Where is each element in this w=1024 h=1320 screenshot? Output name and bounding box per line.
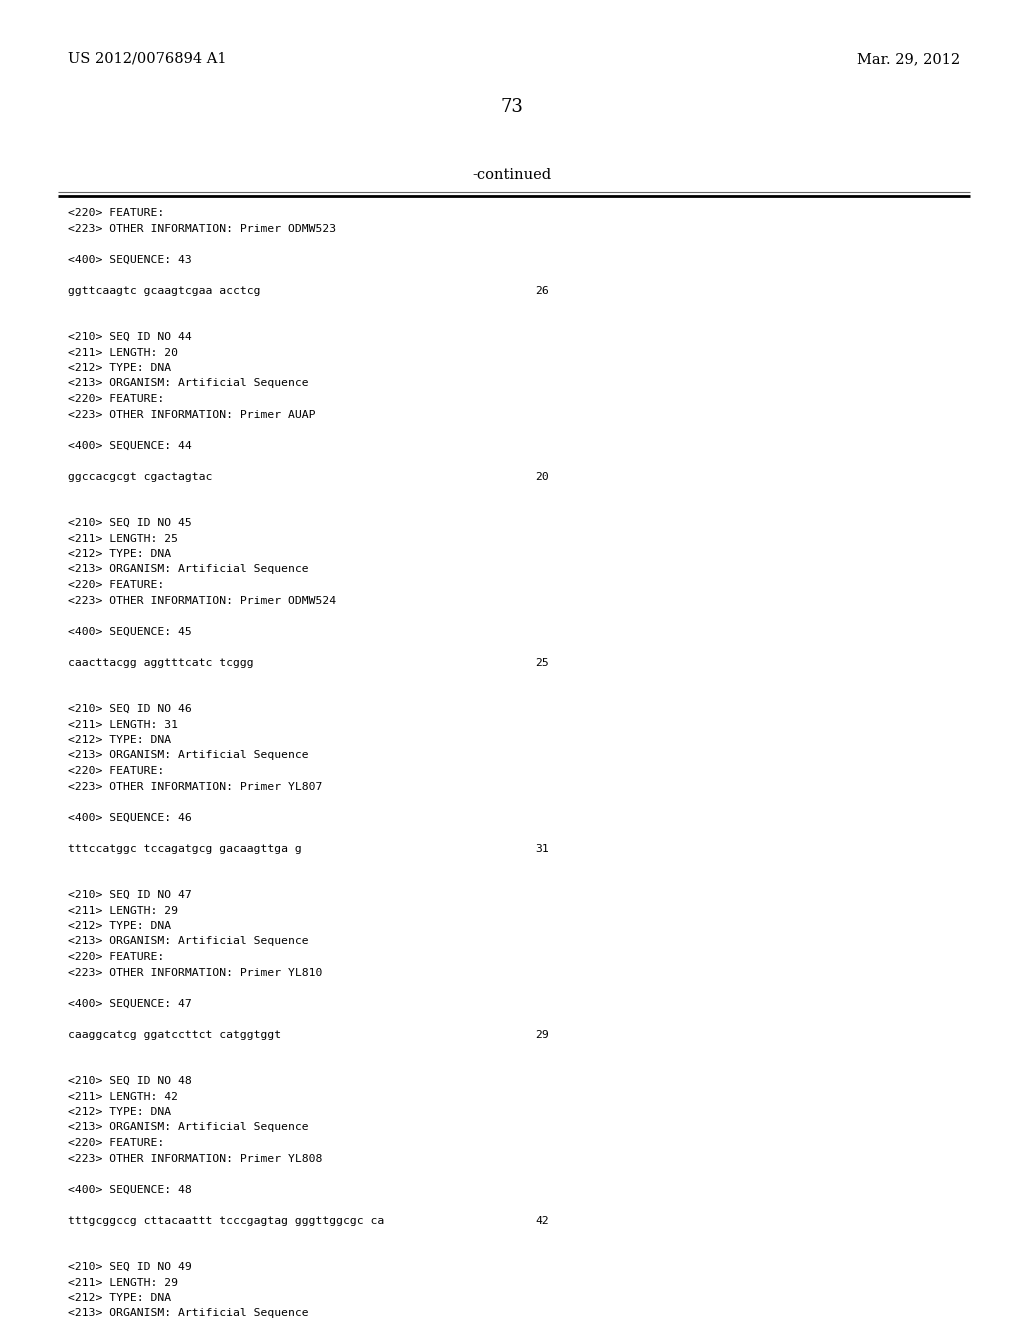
Text: <213> ORGANISM: Artificial Sequence: <213> ORGANISM: Artificial Sequence	[68, 1308, 308, 1319]
Text: <213> ORGANISM: Artificial Sequence: <213> ORGANISM: Artificial Sequence	[68, 936, 308, 946]
Text: <223> OTHER INFORMATION: Primer YL808: <223> OTHER INFORMATION: Primer YL808	[68, 1154, 323, 1163]
Text: 29: 29	[535, 1030, 549, 1040]
Text: <210> SEQ ID NO 49: <210> SEQ ID NO 49	[68, 1262, 191, 1272]
Text: <213> ORGANISM: Artificial Sequence: <213> ORGANISM: Artificial Sequence	[68, 751, 308, 760]
Text: <400> SEQUENCE: 44: <400> SEQUENCE: 44	[68, 441, 191, 450]
Text: <223> OTHER INFORMATION: Primer YL807: <223> OTHER INFORMATION: Primer YL807	[68, 781, 323, 792]
Text: 20: 20	[535, 471, 549, 482]
Text: 31: 31	[535, 843, 549, 854]
Text: <400> SEQUENCE: 46: <400> SEQUENCE: 46	[68, 813, 191, 822]
Text: 26: 26	[535, 285, 549, 296]
Text: <210> SEQ ID NO 48: <210> SEQ ID NO 48	[68, 1076, 191, 1086]
Text: <212> TYPE: DNA: <212> TYPE: DNA	[68, 921, 171, 931]
Text: <210> SEQ ID NO 44: <210> SEQ ID NO 44	[68, 333, 191, 342]
Text: <213> ORGANISM: Artificial Sequence: <213> ORGANISM: Artificial Sequence	[68, 1122, 308, 1133]
Text: <400> SEQUENCE: 43: <400> SEQUENCE: 43	[68, 255, 191, 264]
Text: 25: 25	[535, 657, 549, 668]
Text: <220> FEATURE:: <220> FEATURE:	[68, 1138, 164, 1148]
Text: <212> TYPE: DNA: <212> TYPE: DNA	[68, 1107, 171, 1117]
Text: <211> LENGTH: 20: <211> LENGTH: 20	[68, 347, 178, 358]
Text: <211> LENGTH: 42: <211> LENGTH: 42	[68, 1092, 178, 1101]
Text: <220> FEATURE:: <220> FEATURE:	[68, 209, 164, 218]
Text: <223> OTHER INFORMATION: Primer ODMW523: <223> OTHER INFORMATION: Primer ODMW523	[68, 223, 336, 234]
Text: <400> SEQUENCE: 48: <400> SEQUENCE: 48	[68, 1184, 191, 1195]
Text: 73: 73	[501, 98, 523, 116]
Text: <212> TYPE: DNA: <212> TYPE: DNA	[68, 549, 171, 558]
Text: US 2012/0076894 A1: US 2012/0076894 A1	[68, 51, 226, 66]
Text: Mar. 29, 2012: Mar. 29, 2012	[857, 51, 961, 66]
Text: <211> LENGTH: 25: <211> LENGTH: 25	[68, 533, 178, 544]
Text: ggccacgcgt cgactagtac: ggccacgcgt cgactagtac	[68, 471, 212, 482]
Text: <223> OTHER INFORMATION: Primer ODMW524: <223> OTHER INFORMATION: Primer ODMW524	[68, 595, 336, 606]
Text: <400> SEQUENCE: 47: <400> SEQUENCE: 47	[68, 998, 191, 1008]
Text: <211> LENGTH: 31: <211> LENGTH: 31	[68, 719, 178, 730]
Text: <211> LENGTH: 29: <211> LENGTH: 29	[68, 1278, 178, 1287]
Text: <212> TYPE: DNA: <212> TYPE: DNA	[68, 1294, 171, 1303]
Text: -continued: -continued	[472, 168, 552, 182]
Text: <220> FEATURE:: <220> FEATURE:	[68, 766, 164, 776]
Text: caacttacgg aggtttcatc tcggg: caacttacgg aggtttcatc tcggg	[68, 657, 254, 668]
Text: <213> ORGANISM: Artificial Sequence: <213> ORGANISM: Artificial Sequence	[68, 379, 308, 388]
Text: <210> SEQ ID NO 45: <210> SEQ ID NO 45	[68, 517, 191, 528]
Text: <211> LENGTH: 29: <211> LENGTH: 29	[68, 906, 178, 916]
Text: 42: 42	[535, 1216, 549, 1225]
Text: <400> SEQUENCE: 45: <400> SEQUENCE: 45	[68, 627, 191, 636]
Text: <220> FEATURE:: <220> FEATURE:	[68, 579, 164, 590]
Text: <210> SEQ ID NO 47: <210> SEQ ID NO 47	[68, 890, 191, 900]
Text: caaggcatcg ggatccttct catggtggt: caaggcatcg ggatccttct catggtggt	[68, 1030, 282, 1040]
Text: <220> FEATURE:: <220> FEATURE:	[68, 393, 164, 404]
Text: <220> FEATURE:: <220> FEATURE:	[68, 952, 164, 962]
Text: ggttcaagtc gcaagtcgaa acctcg: ggttcaagtc gcaagtcgaa acctcg	[68, 285, 260, 296]
Text: <223> OTHER INFORMATION: Primer AUAP: <223> OTHER INFORMATION: Primer AUAP	[68, 409, 315, 420]
Text: <212> TYPE: DNA: <212> TYPE: DNA	[68, 363, 171, 374]
Text: tttccatggc tccagatgcg gacaagttga g: tttccatggc tccagatgcg gacaagttga g	[68, 843, 302, 854]
Text: tttgcggccg cttacaattt tcccgagtag gggttggcgc ca: tttgcggccg cttacaattt tcccgagtag gggttgg…	[68, 1216, 384, 1225]
Text: <223> OTHER INFORMATION: Primer YL810: <223> OTHER INFORMATION: Primer YL810	[68, 968, 323, 978]
Text: <212> TYPE: DNA: <212> TYPE: DNA	[68, 735, 171, 744]
Text: <210> SEQ ID NO 46: <210> SEQ ID NO 46	[68, 704, 191, 714]
Text: <213> ORGANISM: Artificial Sequence: <213> ORGANISM: Artificial Sequence	[68, 565, 308, 574]
